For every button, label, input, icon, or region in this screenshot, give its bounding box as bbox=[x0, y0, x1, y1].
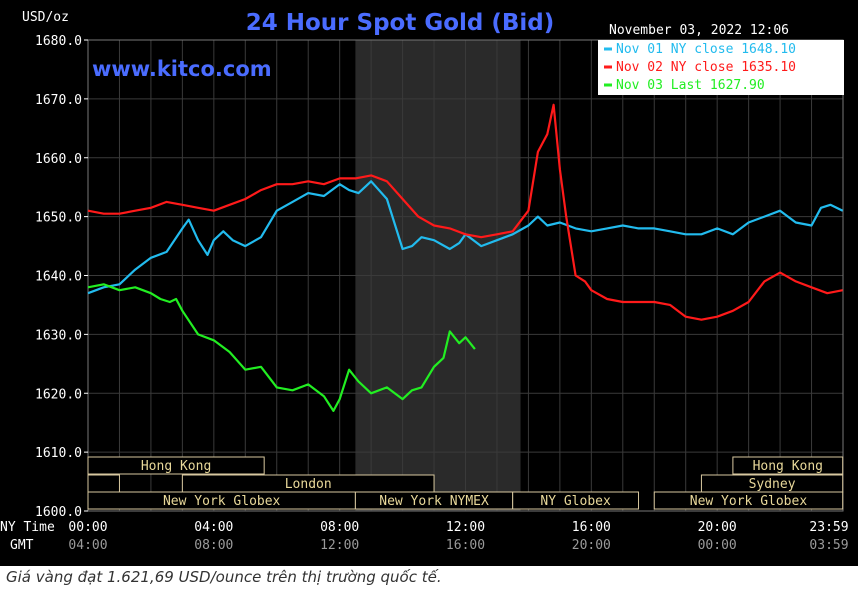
y-tick-label: 1630.0 bbox=[35, 328, 82, 343]
x-tick-label-ny: 16:00 bbox=[572, 520, 611, 535]
session-label: New York Globex bbox=[163, 494, 281, 509]
y-tick-label: 1650.0 bbox=[35, 211, 82, 226]
y-tick-label: 1600.0 bbox=[35, 505, 82, 520]
session-bar bbox=[512, 491, 640, 510]
x-tick-label-gmt: 00:00 bbox=[698, 538, 737, 553]
x-tick-label-ny: 00:00 bbox=[68, 520, 107, 535]
x-tick-label-gmt: 04:00 bbox=[68, 538, 107, 553]
ny-time-label: NY Time bbox=[0, 520, 55, 535]
gmt-label: GMT bbox=[10, 538, 34, 553]
series-line-nov-02 bbox=[87, 103, 843, 321]
y-tick-label: 1680.0 bbox=[35, 34, 82, 49]
session-bar bbox=[653, 491, 844, 510]
x-tick-label-gmt: 03:59 bbox=[809, 538, 848, 553]
session-label: Sydney bbox=[749, 477, 796, 492]
session-bar bbox=[87, 474, 120, 493]
chart-title: 24 Hour Spot Gold (Bid) bbox=[246, 10, 555, 36]
watermark: www.kitco.com bbox=[92, 57, 272, 81]
session-label: Hong Kong bbox=[753, 459, 823, 474]
legend: Nov 01 NY close 1648.10 Nov 02 NY close 1… bbox=[604, 42, 796, 93]
x-tick-label-ny: 20:00 bbox=[698, 520, 737, 535]
x-tick-label-gmt: 12:00 bbox=[320, 538, 359, 553]
session-bars: Hong Kong Hong Kong London Sydney New York G… bbox=[87, 456, 844, 510]
caption: Giá vàng đạt 1.621,69 USD/ounce trên thị… bbox=[6, 568, 442, 586]
x-tick-label-gmt: 16:00 bbox=[446, 538, 485, 553]
gold-price-chart: Hong Kong Hong Kong London Sydney New York G… bbox=[0, 0, 858, 566]
legend-entry: Nov 03 Last 1627.90 bbox=[616, 78, 765, 93]
x-tick-label-ny: 23:59 bbox=[809, 520, 848, 535]
x-axis-ticks: 00:00 04:00 04:00 08:00 08:00 12:00 12:00 16:00… bbox=[68, 520, 848, 553]
y-tick-label: 1610.0 bbox=[35, 446, 82, 461]
x-tick-label-ny: 04:00 bbox=[194, 520, 233, 535]
y-tick-label: 1660.0 bbox=[35, 152, 82, 167]
x-tick-label-ny: 12:00 bbox=[446, 520, 485, 535]
series-line-nov-01 bbox=[87, 180, 844, 295]
series-line-nov-03 bbox=[87, 283, 476, 412]
x-tick-label-gmt: 20:00 bbox=[572, 538, 611, 553]
x-tick-label-gmt: 08:00 bbox=[194, 538, 233, 553]
session-label: London bbox=[285, 477, 332, 492]
session-label: New York NYMEX bbox=[379, 494, 489, 509]
session-label: Hong Kong bbox=[141, 459, 211, 474]
session-bar bbox=[732, 456, 844, 475]
session-label: New York Globex bbox=[690, 494, 808, 509]
chart-canvas: Hong Kong Hong Kong London Sydney New York G… bbox=[0, 10, 849, 553]
grid-lines bbox=[87, 39, 844, 512]
legend-box bbox=[598, 40, 844, 95]
timestamp: November 03, 2022 12:06 bbox=[609, 23, 789, 38]
legend-entry: Nov 02 NY close 1635.10 bbox=[616, 60, 796, 75]
series-layer bbox=[87, 103, 844, 412]
y-axis-ticks: 1680.0 1670.0 1660.0 1650.0 1640.0 1630.0 1620… bbox=[35, 34, 88, 520]
y-tick-label: 1620.0 bbox=[35, 387, 82, 402]
y-tick-label: 1640.0 bbox=[35, 270, 82, 285]
x-tick-label-ny: 08:00 bbox=[320, 520, 359, 535]
y-tick-label: 1670.0 bbox=[35, 93, 82, 108]
unit-label: USD/oz bbox=[22, 10, 69, 25]
session-label: NY Globex bbox=[540, 494, 611, 509]
legend-entry: Nov 01 NY close 1648.10 bbox=[616, 42, 796, 57]
session-bar bbox=[87, 456, 265, 475]
